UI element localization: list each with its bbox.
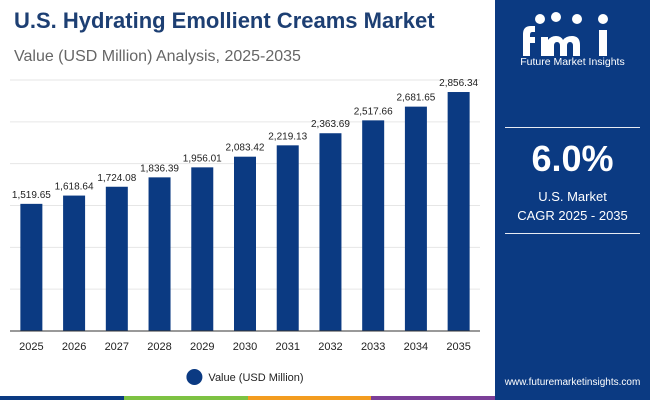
x-tick-label: 2035 — [446, 341, 470, 353]
data-label: 1,618.64 — [55, 182, 94, 193]
bar — [447, 92, 470, 331]
bottom-bar-segment — [371, 396, 495, 400]
data-label: 2,856.34 — [439, 78, 478, 89]
chart-title: U.S. Hydrating Emollient Creams Market — [14, 8, 435, 33]
bottom-bar-segment — [123, 396, 248, 400]
bar-chart: 1,519.65 2025 1,618.64 2026 1,724.08 2027 1,83… — [10, 78, 480, 385]
logo-text: Future Market Insights — [520, 56, 625, 68]
data-label: 2,083.42 — [226, 143, 265, 154]
bottom-color-bar — [0, 396, 495, 400]
x-tick-label: 2030 — [233, 341, 257, 353]
divider-bottom — [505, 233, 640, 234]
data-label: 2,681.65 — [396, 93, 435, 104]
bar — [404, 106, 427, 331]
data-label: 1,519.65 — [12, 190, 51, 201]
x-tick-label: 2032 — [318, 341, 342, 353]
x-tick-label: 2025 — [19, 341, 43, 353]
bar — [105, 186, 128, 331]
x-tick-label: 2034 — [404, 341, 428, 353]
cagr-value: 6.0% — [531, 138, 614, 179]
data-label: 2,219.13 — [268, 131, 307, 142]
cagr-label-period: CAGR 2025 - 2035 — [517, 208, 628, 223]
data-label: 1,956.01 — [183, 153, 222, 164]
x-tick-label: 2026 — [62, 341, 86, 353]
chart-subtitle: Value (USD Million) Analysis, 2025-2035 — [14, 48, 301, 65]
fmi-logo-icon — [523, 12, 608, 56]
cagr-label-region: U.S. Market — [538, 189, 607, 204]
legend-label: Value (USD Million) — [208, 372, 303, 384]
website-link[interactable]: www.futuremarketinsights.com — [504, 377, 641, 388]
bottom-bar-segment — [247, 396, 372, 400]
divider-top — [505, 127, 640, 128]
data-label: 1,724.08 — [97, 173, 136, 184]
x-tick-label: 2028 — [147, 341, 171, 353]
x-tick-label: 2033 — [361, 341, 385, 353]
data-label: 1,836.39 — [140, 163, 179, 174]
data-label: 2,517.66 — [354, 106, 393, 117]
x-tick-label: 2031 — [275, 341, 299, 353]
chart-area: U.S. Hydrating Emollient Creams Market V… — [0, 8, 495, 400]
bottom-bar-segment — [0, 396, 124, 400]
bar — [319, 133, 342, 331]
bar — [276, 145, 299, 331]
bar — [234, 156, 256, 331]
x-tick-label: 2027 — [105, 341, 129, 353]
data-label: 2,363.69 — [311, 119, 350, 130]
legend-marker — [186, 369, 203, 385]
sidebar-panel: Future Market Insights 6.0% U.S. Market … — [495, 0, 650, 400]
x-tick-label: 2029 — [190, 341, 214, 353]
cagr-label: U.S. Market CAGR 2025 - 2035 — [495, 187, 650, 225]
bar — [148, 177, 171, 331]
bar — [63, 195, 86, 331]
bar — [191, 167, 214, 331]
bar — [362, 120, 385, 332]
bar — [20, 203, 43, 331]
